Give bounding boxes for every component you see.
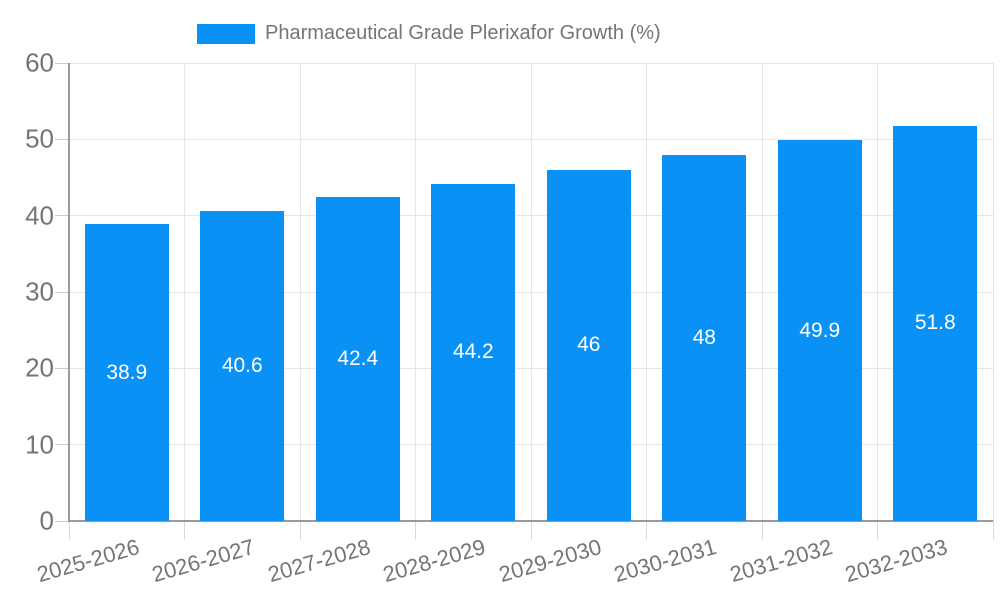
bar-value-label: 46 — [577, 333, 601, 357]
x-axis-tick-label: 2032-2033 — [842, 534, 951, 588]
y-axis-tick-label: 30 — [25, 276, 54, 307]
bar[interactable] — [84, 224, 169, 521]
x-axis-tick-label: 2025-2026 — [33, 534, 142, 588]
bar[interactable] — [777, 140, 862, 521]
x-axis-line — [68, 520, 993, 522]
gridline — [761, 63, 763, 521]
x-axis-tick-label: 2029-2030 — [495, 534, 604, 588]
gridline — [646, 63, 647, 521]
bar[interactable] — [315, 197, 400, 521]
bar-value-label: 40.6 — [221, 354, 263, 378]
x-axis-tick-label: 2026-2027 — [149, 534, 258, 588]
x-axis-tick — [184, 521, 185, 540]
x-axis-tick — [530, 521, 532, 540]
x-axis-tick — [877, 521, 878, 540]
legend-swatch — [197, 23, 255, 44]
y-axis-tick — [55, 444, 69, 446]
y-axis-tick-label: 50 — [25, 123, 54, 154]
gridline — [992, 63, 994, 521]
gridline — [530, 63, 532, 521]
x-axis-tick — [992, 521, 994, 540]
bar[interactable] — [893, 125, 978, 521]
y-axis-tick-label: 0 — [39, 505, 54, 536]
y-axis-tick — [55, 367, 69, 369]
gridline — [299, 63, 301, 521]
y-axis-tick-label: 40 — [25, 200, 54, 231]
x-axis-tick-label: 2027-2028 — [264, 534, 373, 588]
bar[interactable] — [200, 211, 285, 521]
y-axis-tick — [55, 291, 69, 293]
gridline — [184, 63, 185, 521]
y-axis-tick-label: 60 — [25, 47, 54, 78]
y-axis-tick — [55, 520, 69, 522]
bar[interactable] — [662, 154, 747, 521]
bar[interactable] — [546, 169, 631, 521]
bar[interactable] — [431, 183, 516, 521]
x-axis-tick-label: 2030-2031 — [611, 534, 720, 588]
bar-value-label: 49.9 — [799, 318, 841, 342]
bar-value-label: 51.8 — [914, 311, 956, 335]
bar-value-label: 44.2 — [452, 340, 494, 364]
x-axis-tick-label: 2028-2029 — [380, 534, 489, 588]
y-axis-tick — [55, 138, 69, 140]
x-axis-tick-label: 2031-2032 — [726, 534, 835, 588]
bar-value-label: 42.4 — [337, 347, 379, 371]
y-axis-tick-label: 20 — [25, 352, 54, 383]
x-axis-tick — [415, 521, 416, 540]
x-axis-tick — [299, 521, 301, 540]
gridline — [415, 63, 416, 521]
bar-value-label: 48 — [692, 325, 716, 349]
y-axis-tick-label: 10 — [25, 429, 54, 460]
bar-value-label: 38.9 — [106, 360, 148, 384]
x-axis-tick — [68, 521, 70, 540]
y-axis-tick — [55, 62, 69, 64]
y-axis-line — [68, 63, 70, 521]
legend-label: Pharmaceutical Grade Plerixafor Growth (… — [265, 22, 661, 44]
legend: Pharmaceutical Grade Plerixafor Growth (… — [197, 22, 661, 45]
gridline — [877, 63, 878, 521]
x-axis-tick — [761, 521, 763, 540]
x-axis-tick — [646, 521, 647, 540]
y-axis-tick — [55, 215, 69, 217]
